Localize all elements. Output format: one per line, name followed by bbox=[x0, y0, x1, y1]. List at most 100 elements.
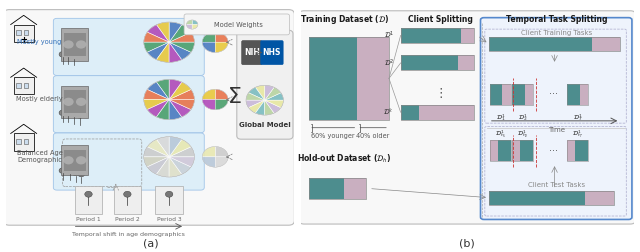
Polygon shape bbox=[169, 32, 195, 42]
Text: $\mathcal{D}^2$: $\mathcal{D}^2$ bbox=[383, 57, 394, 69]
Polygon shape bbox=[169, 82, 191, 100]
Bar bbox=[592, 37, 620, 51]
Circle shape bbox=[59, 52, 66, 57]
Circle shape bbox=[78, 171, 84, 177]
Polygon shape bbox=[265, 100, 281, 113]
Text: 40% older: 40% older bbox=[356, 133, 390, 139]
Polygon shape bbox=[255, 85, 265, 100]
Text: Model Weights: Model Weights bbox=[214, 21, 262, 27]
Circle shape bbox=[84, 191, 92, 197]
Polygon shape bbox=[144, 32, 169, 42]
Polygon shape bbox=[248, 87, 265, 100]
Bar bbox=[567, 84, 580, 105]
Bar bbox=[512, 84, 525, 105]
Bar bbox=[490, 140, 498, 161]
Polygon shape bbox=[169, 157, 191, 174]
Bar bbox=[401, 105, 474, 120]
Polygon shape bbox=[246, 100, 265, 108]
Bar bbox=[580, 84, 588, 105]
Bar bbox=[575, 140, 588, 161]
Bar bbox=[567, 140, 575, 161]
Text: ···: ··· bbox=[549, 89, 558, 100]
Text: $\mathcal{D}_1^1$: $\mathcal{D}_1^1$ bbox=[495, 112, 505, 123]
Bar bbox=[458, 55, 474, 70]
Text: Client Training Tasks: Client Training Tasks bbox=[521, 29, 592, 36]
Polygon shape bbox=[147, 25, 169, 42]
Text: Temporal Task Splitting: Temporal Task Splitting bbox=[506, 15, 607, 24]
Bar bbox=[498, 140, 511, 161]
Polygon shape bbox=[156, 137, 169, 157]
Polygon shape bbox=[144, 157, 169, 167]
Text: Global Model: Global Model bbox=[239, 122, 291, 129]
Polygon shape bbox=[246, 93, 265, 100]
Text: Temporal shift in age demographics: Temporal shift in age demographics bbox=[72, 232, 185, 237]
FancyBboxPatch shape bbox=[184, 14, 289, 35]
Bar bbox=[24, 30, 28, 35]
Bar bbox=[461, 28, 474, 43]
Polygon shape bbox=[147, 139, 169, 157]
Polygon shape bbox=[265, 100, 284, 108]
Polygon shape bbox=[192, 20, 198, 24]
Text: Period 1: Period 1 bbox=[76, 217, 101, 222]
Bar bbox=[512, 140, 533, 161]
Bar bbox=[525, 84, 533, 105]
Bar bbox=[17, 83, 21, 88]
Polygon shape bbox=[202, 42, 215, 52]
Bar bbox=[344, 178, 365, 199]
Circle shape bbox=[76, 98, 86, 106]
Bar bbox=[586, 191, 614, 205]
Polygon shape bbox=[169, 79, 182, 100]
Bar bbox=[490, 84, 511, 105]
Text: ⋮: ⋮ bbox=[435, 87, 447, 100]
Bar bbox=[489, 191, 586, 205]
Polygon shape bbox=[169, 42, 191, 60]
Circle shape bbox=[63, 98, 74, 106]
Polygon shape bbox=[169, 100, 191, 117]
Text: Training Dataset ($\mathcal{D}$): Training Dataset ($\mathcal{D}$) bbox=[300, 13, 388, 26]
Circle shape bbox=[67, 169, 73, 174]
FancyBboxPatch shape bbox=[481, 18, 632, 219]
Bar bbox=[75, 186, 102, 214]
Bar bbox=[61, 86, 88, 118]
Polygon shape bbox=[147, 42, 169, 60]
Bar bbox=[309, 37, 357, 120]
Bar bbox=[13, 24, 34, 42]
Bar bbox=[489, 191, 614, 205]
Polygon shape bbox=[215, 32, 228, 42]
Bar bbox=[490, 84, 502, 105]
Bar bbox=[156, 186, 183, 214]
Bar bbox=[64, 150, 86, 171]
Polygon shape bbox=[147, 82, 169, 100]
Polygon shape bbox=[265, 85, 274, 100]
Bar bbox=[489, 37, 592, 51]
Text: Mostly elderly: Mostly elderly bbox=[16, 96, 63, 102]
Polygon shape bbox=[169, 100, 182, 120]
Text: $\mathcal{D}^1$: $\mathcal{D}^1$ bbox=[384, 30, 394, 41]
Polygon shape bbox=[169, 25, 191, 42]
Circle shape bbox=[63, 40, 74, 49]
Polygon shape bbox=[202, 157, 215, 167]
Text: $\mathcal{D}_{h_1}^1$: $\mathcal{D}_{h_1}^1$ bbox=[495, 129, 506, 140]
Polygon shape bbox=[169, 157, 195, 167]
FancyBboxPatch shape bbox=[260, 41, 283, 65]
Circle shape bbox=[76, 40, 86, 49]
Polygon shape bbox=[186, 24, 192, 29]
Text: Client Test Tasks: Client Test Tasks bbox=[528, 182, 585, 188]
Polygon shape bbox=[265, 87, 281, 100]
Text: Hold-out Dataset ($\mathcal{D}_h$): Hold-out Dataset ($\mathcal{D}_h$) bbox=[297, 152, 391, 165]
FancyBboxPatch shape bbox=[299, 11, 636, 224]
Polygon shape bbox=[169, 147, 195, 157]
Bar bbox=[357, 37, 389, 120]
Text: NIH: NIH bbox=[244, 48, 260, 57]
Polygon shape bbox=[169, 139, 191, 157]
Circle shape bbox=[70, 53, 77, 59]
Bar bbox=[520, 140, 533, 161]
Text: (b): (b) bbox=[460, 239, 475, 248]
Bar bbox=[64, 33, 86, 56]
Bar bbox=[61, 145, 88, 175]
Polygon shape bbox=[144, 42, 169, 52]
Polygon shape bbox=[144, 100, 169, 110]
Polygon shape bbox=[144, 147, 169, 157]
Polygon shape bbox=[156, 79, 169, 100]
Polygon shape bbox=[169, 42, 182, 62]
